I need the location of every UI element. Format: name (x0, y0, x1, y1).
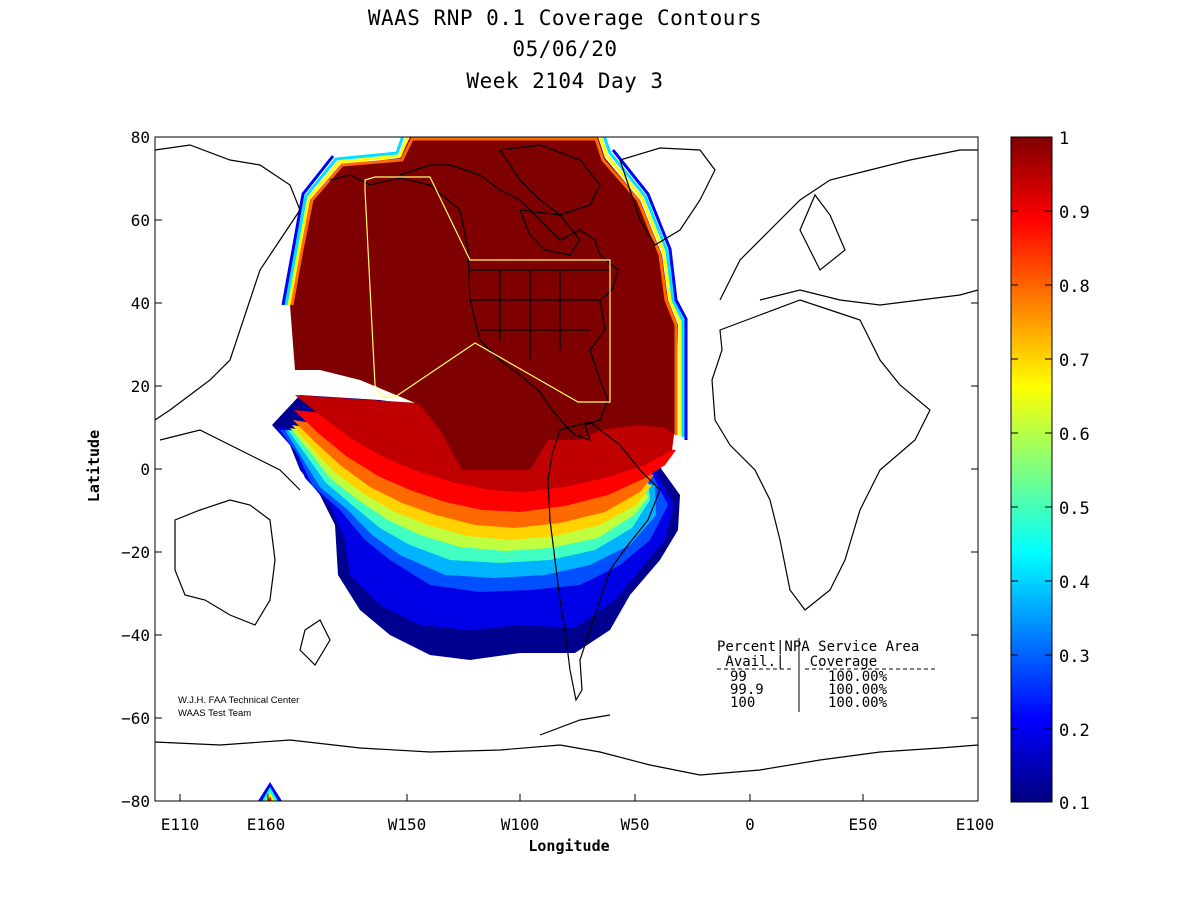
coastlines (155, 144, 978, 776)
x-tick-label: W50 (621, 815, 650, 834)
y-tick-label: −40 (121, 626, 150, 645)
colorbar (1010, 136, 1053, 803)
table-avail-cell: 99.9 (730, 682, 764, 698)
x-axis-ticks (179, 794, 979, 801)
y-axis-label: Latitude (85, 430, 103, 502)
colorbar-ticks (1011, 210, 1052, 730)
x-tick-label: E160 (247, 815, 286, 834)
table-coverage-cell: 100.00% (828, 695, 888, 711)
colorbar-tick-label: 1 (1059, 129, 1069, 149)
x-tick-label: W100 (501, 815, 540, 834)
table-avail-cell: 99 (730, 669, 747, 685)
colorbar-tick-label: 0.5 (1059, 499, 1090, 519)
colorbar-tick-label: 0.8 (1059, 277, 1090, 297)
chart-title: WAAS RNP 0.1 Coverage Contours (367, 6, 763, 30)
x-tick-label: 0 (745, 815, 755, 834)
y-tick-label: 0 (140, 460, 150, 479)
colorbar-tick-label: 0.3 (1059, 647, 1090, 667)
x-tick-label: E110 (161, 815, 200, 834)
y-tick-label: −20 (121, 543, 150, 562)
table-coverage-cell: 100.00% (828, 682, 888, 698)
x-axis-label: Longitude (528, 837, 609, 855)
y-tick-label: 60 (131, 211, 150, 230)
y-tick-label: 20 (131, 377, 150, 396)
y-tick-label: −80 (121, 792, 150, 811)
y-axis-ticks (155, 219, 978, 719)
colorbar-tick-label: 0.4 (1059, 573, 1090, 593)
colorbar-tick-label: 0.6 (1059, 425, 1090, 445)
availability-table: Percent|NPA Service Area Avail.| Coverag… (717, 638, 935, 712)
service-area-outline (364, 176, 611, 403)
y-tick-label: 40 (131, 294, 150, 313)
x-tick-label: W150 (388, 815, 427, 834)
coverage-contours (258, 137, 688, 801)
x-tick-label: E100 (956, 815, 995, 834)
colorbar-tick-label: 0.7 (1059, 351, 1090, 371)
y-tick-label: −60 (121, 709, 150, 728)
credit-line-2: WAAS Test Team (178, 708, 251, 719)
table-coverage-cell: 100.00% (828, 669, 888, 685)
colorbar-tick-label: 0.9 (1059, 203, 1090, 223)
y-tick-label: 80 (131, 128, 150, 147)
y-tick-labels: 80 60 40 20 0 −20 −40 −60 −80 (121, 128, 150, 811)
x-tick-labels: E110 E160 W150 W100 W50 0 E50 E100 (161, 815, 995, 834)
chart-date: 05/06/20 (512, 37, 618, 61)
colorbar-tick-labels: 1 0.9 0.8 0.7 0.6 0.5 0.4 0.3 0.2 0.1 (1059, 129, 1090, 814)
table-header-1: Percent|NPA Service Area (717, 639, 919, 655)
table-avail-cell: 100 (730, 695, 755, 711)
colorbar-tick-label: 0.1 (1059, 794, 1090, 814)
chart-week-day: Week 2104 Day 3 (466, 69, 664, 93)
credit-line-1: W.J.H. FAA Technical Center (178, 695, 299, 706)
table-header-2: Avail.| Coverage (717, 654, 877, 670)
colorbar-tick-label: 0.2 (1059, 721, 1090, 741)
x-tick-label: E50 (849, 815, 878, 834)
